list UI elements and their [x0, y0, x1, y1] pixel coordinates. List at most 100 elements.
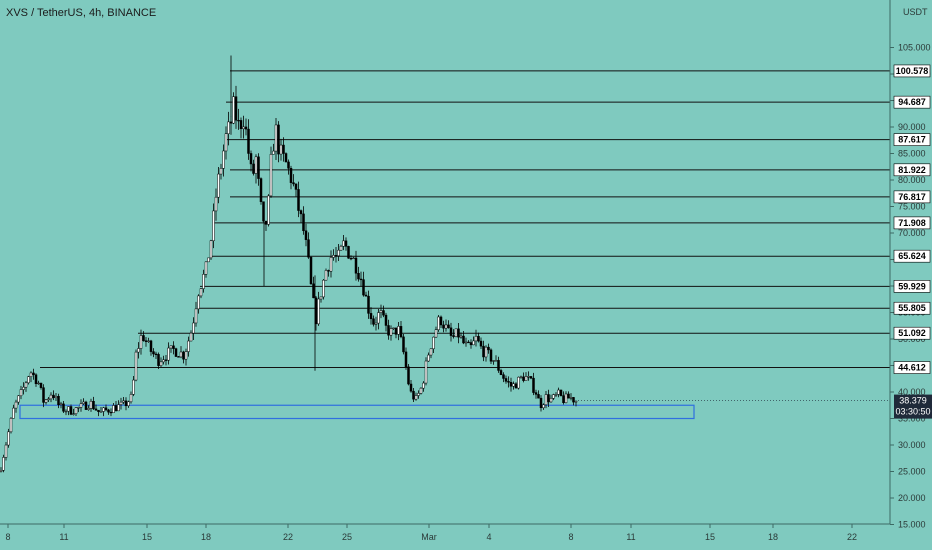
candle-body-up [159, 361, 163, 366]
candle-body-down [109, 411, 113, 414]
candle [377, 308, 380, 330]
candle-body-down [69, 406, 73, 415]
last-price-value: 38.379 [899, 396, 927, 406]
candle [232, 92, 235, 125]
candle-body-up [222, 150, 225, 169]
candle [279, 138, 283, 161]
candle [307, 232, 310, 259]
support-zone-box[interactable] [19, 404, 695, 420]
candle-body-up [544, 394, 548, 406]
candle-body-up [87, 408, 90, 410]
candle-body-down [92, 400, 95, 410]
candle-body-down [457, 328, 460, 338]
candle-body-down [469, 342, 473, 346]
candle [237, 108, 240, 130]
candle-body-down [344, 240, 348, 247]
candle [194, 301, 198, 327]
price-tick-label: 40.000 [898, 387, 926, 397]
price-tick-label: 15.000 [898, 520, 926, 530]
candle-body-up [419, 387, 423, 394]
candle-body-down [354, 257, 358, 274]
candle-body-down [364, 294, 368, 297]
candle-body-down [154, 353, 158, 356]
candle [172, 341, 175, 355]
candle [0, 467, 3, 473]
candle [162, 355, 165, 365]
candle [29, 371, 33, 383]
candle [354, 250, 358, 281]
candle-body-up [484, 346, 488, 358]
candle [557, 387, 560, 398]
candle-body-down [479, 340, 483, 347]
candle [374, 316, 378, 331]
time-tick-label: Mar [421, 532, 437, 542]
time-tick-label: 22 [283, 532, 293, 542]
candle [517, 376, 520, 390]
candle-body-down [442, 324, 445, 329]
candle [329, 250, 333, 278]
candles [0, 55, 578, 473]
candle [12, 404, 15, 419]
candle-body-up [2, 457, 5, 471]
candle [359, 271, 363, 287]
candle-body-up [202, 274, 205, 289]
candle [64, 409, 68, 416]
candle [504, 375, 508, 384]
candle-body-down [384, 314, 388, 326]
candle-body-up [524, 376, 528, 381]
candle-body-down [299, 210, 303, 215]
candle [239, 117, 243, 139]
candle [449, 322, 453, 342]
candle [324, 268, 328, 281]
candle [459, 332, 463, 339]
candle [199, 288, 203, 299]
candle [97, 409, 100, 417]
candle-body-up [212, 210, 215, 242]
candle [67, 405, 70, 416]
candle [214, 188, 218, 221]
candle [462, 330, 465, 345]
candle-body-up [242, 126, 245, 130]
candle [534, 389, 538, 399]
time-tick-label: 11 [626, 532, 635, 542]
time-axis[interactable]: 8 11 15 18 22 25 Mar 4 8 11 15 18 22 [0, 523, 890, 542]
candle-body-up [74, 407, 78, 414]
candle-body-down [114, 405, 118, 412]
candle [129, 391, 133, 404]
candle-body-up [434, 329, 438, 338]
candle [294, 183, 298, 197]
candle-body-up [319, 296, 323, 300]
candle-body-down [507, 381, 510, 383]
candle [139, 329, 143, 355]
candle-body-down [529, 376, 533, 379]
candle-body-down [404, 351, 408, 368]
candle-body-up [9, 418, 13, 433]
level-label-box [893, 361, 931, 374]
candle-body-up [22, 386, 25, 390]
candle-body-up [474, 336, 478, 342]
candle-body-down [94, 408, 98, 411]
level-label-text: 76.817 [898, 192, 926, 202]
candle-body-up [132, 379, 135, 395]
price-axis[interactable]: USDT15.00020.00025.00030.00035.00040.000… [889, 0, 931, 530]
candle [119, 397, 123, 410]
candle [397, 322, 400, 341]
candle-body-down [572, 397, 575, 403]
candle [74, 406, 78, 416]
candle-body-down [289, 168, 293, 183]
candle [312, 276, 315, 299]
candle [154, 351, 158, 360]
candle [502, 372, 505, 383]
candle [144, 337, 148, 347]
candle [327, 269, 330, 277]
candle [217, 167, 220, 204]
candle-body-up [279, 144, 283, 155]
candle [247, 119, 250, 160]
candle [432, 336, 435, 354]
candle [159, 357, 163, 368]
level-label-text: 51.092 [898, 328, 926, 338]
candle-body-up [274, 124, 278, 152]
candle [537, 390, 540, 399]
price-tick-label: 105.000 [898, 43, 931, 53]
